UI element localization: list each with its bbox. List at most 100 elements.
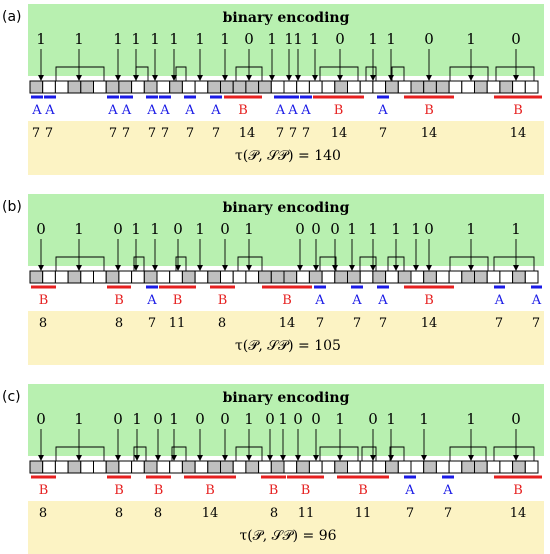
- encoding-bit: 1: [74, 410, 84, 428]
- position-cell: [270, 80, 285, 94]
- banner-title: binary encoding: [223, 200, 350, 216]
- position-cell: [347, 270, 361, 284]
- segment-label: B: [39, 483, 49, 498]
- position-cell: [283, 80, 298, 94]
- encoding-bit: 0: [368, 410, 378, 428]
- arrow-head: [115, 75, 121, 81]
- position-cell: [397, 270, 412, 284]
- segment-cost: 7: [186, 126, 194, 141]
- segment-cost: 7: [379, 126, 387, 141]
- position-cell: [410, 270, 425, 284]
- position-cell: [29, 460, 44, 474]
- segment-cost: 7: [109, 126, 117, 141]
- arrow-head: [370, 455, 376, 461]
- segment-label: B: [301, 483, 311, 498]
- position-cell: [512, 460, 526, 474]
- group-connector: [389, 446, 405, 461]
- position-cell: [423, 460, 437, 474]
- group-connector: [449, 446, 487, 461]
- encoding-bit: 1: [284, 30, 294, 48]
- position-cell: [512, 270, 526, 284]
- position-cell: [270, 460, 285, 474]
- position-cell: [181, 460, 196, 474]
- total-cost: τ(𝒫, 𝒮𝒫) = 105: [235, 338, 341, 354]
- arrow-head: [297, 265, 303, 271]
- encoding-bit: 0: [113, 410, 123, 428]
- encoding-bit: 1: [278, 410, 288, 428]
- encoding-bit: 0: [330, 220, 340, 238]
- position-cell: [296, 80, 310, 94]
- encoding-bit: 0: [36, 410, 46, 428]
- position-cell: [220, 460, 234, 474]
- position-cell: [93, 460, 107, 474]
- segment-cost: 8: [154, 506, 162, 521]
- position-cell: [118, 80, 133, 94]
- arrow-head: [76, 75, 82, 81]
- position-cell: [372, 460, 387, 474]
- encoding-bit: 1: [386, 30, 396, 48]
- encoding-bit: 0: [153, 410, 163, 428]
- segment-cost: 8: [39, 506, 47, 521]
- segment-label: A: [146, 103, 157, 118]
- arrow-head: [426, 75, 432, 81]
- segment-cost: 7: [406, 506, 414, 521]
- segment-label: B: [424, 103, 434, 118]
- segment-label: B: [513, 103, 523, 118]
- arrow-head: [393, 265, 399, 271]
- encoding-bit: 0: [220, 410, 230, 428]
- position-cell: [220, 80, 234, 94]
- position-cell: [334, 270, 348, 284]
- arrow-head: [370, 265, 376, 271]
- arrow-head: [468, 75, 474, 81]
- position-cell: [385, 460, 399, 474]
- arrow-head: [222, 455, 228, 461]
- encoding-banner: [28, 194, 544, 266]
- position-cell: [118, 270, 133, 284]
- panel-label: (b): [2, 199, 22, 215]
- position-cell: [245, 460, 260, 474]
- segment-cost: 7: [532, 316, 540, 331]
- position-cell: [207, 460, 222, 474]
- position-cell: [258, 80, 272, 94]
- encoding-bit: 0: [113, 220, 123, 238]
- banner-title: binary encoding: [223, 10, 350, 26]
- position-cell: [42, 80, 56, 94]
- arrow-head: [222, 265, 228, 271]
- group-connector: [171, 446, 187, 461]
- encoding-bit: 1: [74, 220, 84, 238]
- position-cell: [308, 80, 323, 94]
- arrow-head: [38, 265, 44, 271]
- position-cell: [296, 460, 310, 474]
- segment-label: B: [154, 483, 164, 498]
- position-cell: [474, 80, 488, 94]
- segment-cost: 7: [302, 126, 310, 141]
- group-connector: [359, 256, 377, 271]
- group-connector: [493, 446, 535, 461]
- position-cell: [283, 270, 298, 284]
- encoding-bit: 0: [36, 220, 46, 238]
- encoding-bit: 0: [335, 30, 345, 48]
- position-cell: [499, 460, 514, 474]
- segment-label: A: [44, 103, 55, 118]
- arrow-head: [171, 75, 177, 81]
- segment-cost: 11: [298, 506, 315, 521]
- segment-cost: 7: [444, 506, 452, 521]
- position-cell: [423, 270, 437, 284]
- group-connector: [495, 66, 535, 81]
- segment-label: A: [275, 103, 286, 118]
- position-cell: [156, 80, 171, 94]
- position-cell: [181, 270, 196, 284]
- position-cell: [321, 80, 336, 94]
- arrow-head: [38, 75, 44, 81]
- encoding-bit: 1: [419, 410, 429, 428]
- encoding-bit: 1: [386, 410, 396, 428]
- position-cell: [321, 270, 336, 284]
- encoding-bit: 1: [368, 30, 378, 48]
- encoding-bit: 1: [411, 220, 421, 238]
- arrow-head: [197, 455, 203, 461]
- arrow-head: [267, 455, 273, 461]
- position-cell: [499, 80, 514, 94]
- arrow-head: [76, 265, 82, 271]
- arrow-head: [197, 265, 203, 271]
